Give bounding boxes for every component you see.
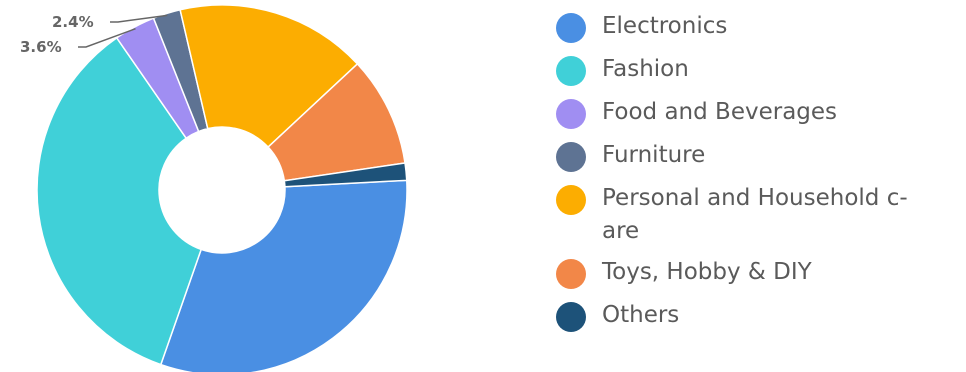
- legend-swatch-fashion: [556, 56, 586, 86]
- legend-label-furniture: Furniture: [602, 142, 706, 168]
- legend-swatch-electronics: [556, 13, 586, 43]
- legend-label-toys-hobby-diy: Toys, Hobby & DIY: [602, 259, 812, 285]
- legend-item-fashion[interactable]: Fashion: [556, 53, 956, 86]
- data-label-furniture: 2.4%: [52, 13, 94, 31]
- slice-electronics[interactable]: [159, 179, 408, 372]
- legend-label-others: Others: [602, 302, 680, 328]
- legend-swatch-furniture: [556, 142, 586, 172]
- leader-line-furniture: [110, 14, 168, 23]
- legend-swatch-personal-and-household-care: [556, 185, 586, 215]
- slice-fashion[interactable]: [36, 36, 203, 366]
- legend-swatch-toys-hobby-diy: [556, 259, 586, 289]
- legend-label-electronics: Electronics: [602, 13, 728, 39]
- legend-item-personal-and-household-care[interactable]: Personal and Household c- are: [556, 182, 956, 248]
- legend-swatch-others: [556, 302, 586, 332]
- legend-item-electronics[interactable]: Electronics: [556, 10, 956, 43]
- legend-item-food-and-beverages[interactable]: Food and Beverages: [556, 96, 956, 129]
- leader-line-food-and-beverages: [78, 28, 136, 48]
- legend-label-fashion: Fashion: [602, 56, 689, 82]
- data-label-food-and-beverages: 3.6%: [20, 38, 62, 56]
- slice-others[interactable]: [283, 162, 408, 188]
- legend-item-others[interactable]: Others: [556, 299, 956, 332]
- legend-item-furniture[interactable]: Furniture: [556, 139, 956, 172]
- legend-label-personal-and-household-care: Personal and Household c- are: [602, 185, 908, 244]
- chart-legend: Electronics Fashion Food and Beverages F…: [556, 10, 956, 342]
- legend-label-food-and-beverages: Food and Beverages: [602, 99, 838, 125]
- slice-personal-and-household-c-are[interactable]: [179, 4, 359, 149]
- legend-item-toys-hobby-diy[interactable]: Toys, Hobby & DIY: [556, 256, 956, 289]
- legend-swatch-food-and-beverages: [556, 99, 586, 129]
